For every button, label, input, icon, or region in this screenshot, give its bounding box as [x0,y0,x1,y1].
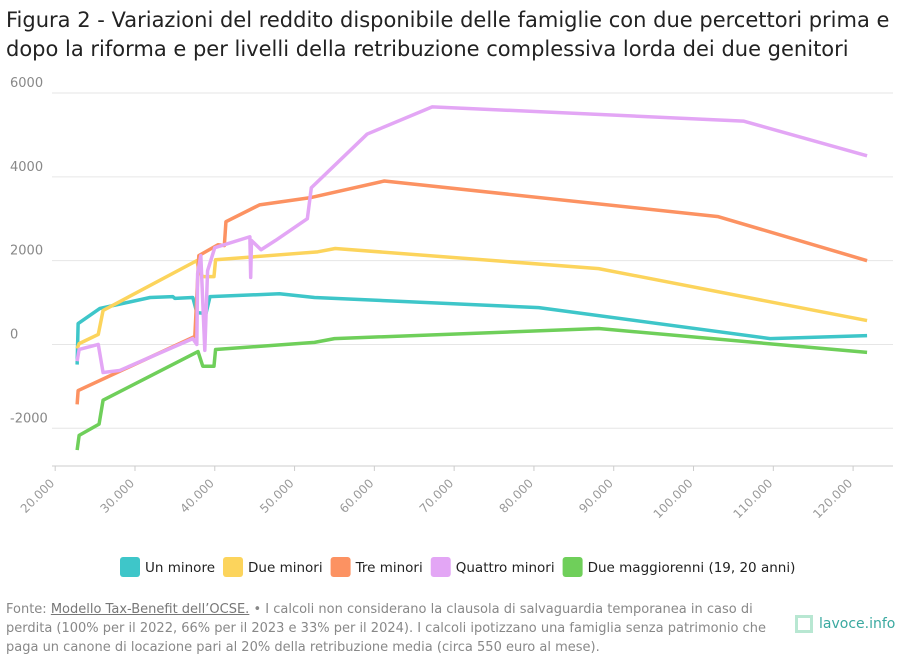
x-tick-label: 30.000 [98,476,138,516]
x-tick-label: 90.000 [576,476,616,516]
legend-label: Due minori [248,560,323,576]
x-tick-label: 20.000 [18,476,58,516]
series-line [75,326,868,451]
logo[interactable]: lavoce.info [795,615,895,633]
legend-label: Un minore [145,560,215,576]
x-tick-label: 100.000 [651,476,696,521]
x-tick-label: 70.000 [417,476,457,516]
source-link[interactable]: Modello Tax-Benefit dell’OCSE. [50,602,250,617]
x-tick-label: 120.000 [810,476,855,521]
source-label: Fonte: [6,602,47,617]
series-line [75,105,868,375]
legend-label: Tre minori [355,560,423,576]
y-tick-label: -2000 [10,411,48,426]
y-tick-label: 0 [10,327,18,342]
legend-label: Due maggiorenni (19, 20 anni) [588,560,796,576]
legend-swatch [330,557,351,577]
x-tick-label: 40.000 [177,476,217,516]
chart-title: Figura 2 - Variazioni del reddito dispon… [6,8,890,61]
logo-text: lavoce.info [819,616,896,632]
logo-icon [795,615,813,633]
legend-swatch [223,557,244,577]
y-tick-label: 4000 [10,160,43,175]
x-tick-label: 80.000 [496,476,536,516]
legend-swatch [562,557,583,577]
legend-swatch [430,557,451,577]
series-line [75,179,868,405]
legend-label: Quattro minori [456,560,555,576]
note: • I calcoli non considerano la clausola … [6,602,766,655]
x-tick-label: 110.000 [730,476,775,521]
x-tick-label: 60.000 [337,476,377,516]
legend-swatch [120,557,140,577]
x-tick-label: 50.000 [257,476,297,516]
y-tick-label: 6000 [10,76,43,91]
footer: Fonte: Modello Tax-Benefit dell’OCSE. • … [6,600,786,657]
y-tick-label: 2000 [10,244,43,259]
chart: 6000 4000 2000 0 -2000 20.000 30.000 40.000 50.0… [10,76,893,577]
